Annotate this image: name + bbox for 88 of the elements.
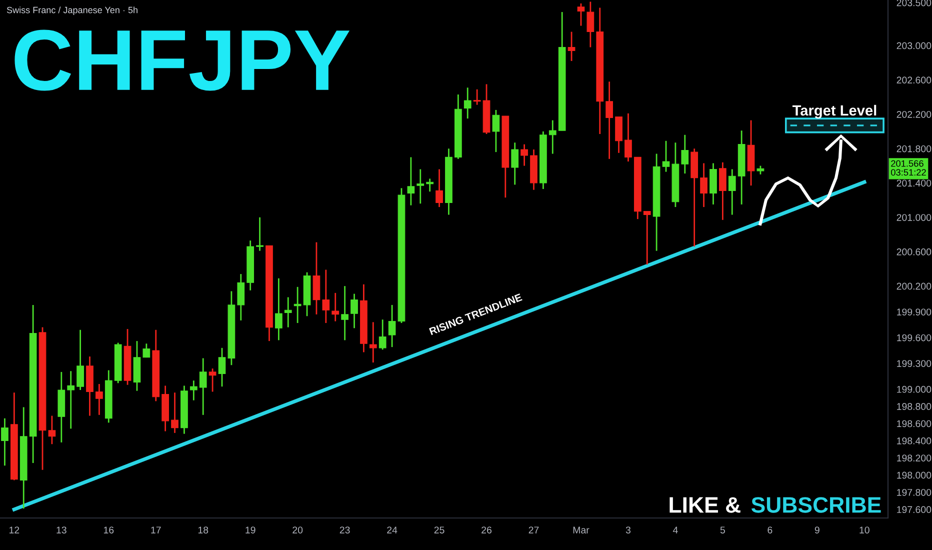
x-tick-label: 19 (246, 526, 256, 534)
candlestick (208, 368, 216, 392)
annotation: 201.566 03:51:22 (891, 160, 926, 176)
candlestick (341, 285, 348, 341)
candlestick (96, 383, 103, 416)
candlestick (1, 418, 8, 466)
candlestick (294, 286, 302, 324)
x-tick-label: 25 (434, 526, 444, 534)
x-tick-label: 17 (151, 526, 161, 534)
candlestick (218, 347, 226, 388)
candlestick (586, 1, 594, 48)
candlestick (142, 342, 150, 358)
candlestick (728, 168, 736, 216)
candlestick (388, 304, 396, 348)
x-tick-label: 20 (292, 526, 303, 534)
candlestick (577, 2, 585, 26)
candlestick (256, 216, 264, 252)
y-tick-label: 199.600 (897, 334, 932, 342)
annotation: SUBSCRIBE (751, 497, 881, 513)
candlestick (378, 318, 386, 350)
y-tick-label: 198.800 (897, 403, 932, 410)
candlestick (548, 120, 556, 154)
candlestick (190, 380, 198, 402)
y-tick-label: 197.800 (897, 488, 932, 496)
candlestick (643, 210, 651, 266)
candlestick (284, 296, 292, 328)
candlestick (426, 178, 434, 192)
candlestick (416, 168, 424, 204)
candlestick (67, 370, 75, 430)
text: Swiss Franc / Japanese Yen · 5h (6, 6, 138, 16)
candlestick (350, 293, 358, 329)
y-tick-label: 200.600 (896, 248, 932, 256)
x-tick-label: 23 (340, 526, 350, 534)
candlestick (681, 134, 689, 174)
y-tick-label: 199.000 (897, 386, 932, 393)
candlestick (662, 140, 670, 173)
y-tick-label: 197.600 (897, 506, 932, 514)
x-tick-label: 10 (860, 526, 870, 534)
y-tick-label: 198.400 (897, 437, 932, 444)
candlestick (511, 142, 519, 186)
x-tick-label: 9 (814, 526, 820, 534)
y-tick-label: 202.600 (896, 76, 932, 84)
y-tick-label: 199.900 (897, 308, 932, 316)
candlestick (464, 86, 472, 120)
chart-title: CHFJPY (14, 30, 350, 91)
candlestick (369, 321, 377, 364)
y-tick-label: 199.300 (897, 360, 932, 367)
candlestick (606, 80, 613, 160)
x-tick-label: 6 (768, 526, 772, 534)
y-tick-label: 198.600 (897, 420, 932, 428)
candlestick (473, 88, 481, 106)
candlestick (76, 329, 84, 391)
x-tick-label: 16 (104, 526, 114, 534)
x-tick-label: 4 (672, 526, 678, 534)
y-tick-label: 200.200 (896, 282, 932, 290)
x-tick-label: 3 (626, 526, 630, 534)
candlestick (48, 415, 56, 445)
y-tick-label: 198.200 (897, 454, 932, 462)
y-tick-label: 202.200 (896, 110, 932, 118)
candlestick (332, 292, 340, 322)
x-tick-label: 18 (198, 526, 208, 534)
candlestick (275, 278, 282, 341)
band-label: Target Level (792, 104, 876, 119)
candlestick (199, 358, 207, 416)
x-tick-label: 26 (482, 526, 492, 534)
candlestick (322, 269, 330, 324)
x-tick-label: Mar (573, 526, 590, 534)
annotation: LIKE & (670, 497, 740, 513)
candlestick (568, 31, 576, 62)
candlestick (700, 162, 708, 208)
x-tick-label: 27 (528, 526, 539, 534)
candlestick (171, 392, 178, 434)
candlestick (237, 273, 245, 322)
x-tick-label: 13 (56, 526, 66, 534)
x-tick-label: 24 (387, 526, 398, 534)
candlestick (407, 156, 415, 206)
y-tick-label: 203.000 (896, 42, 932, 50)
y-tick-label: 201.800 (896, 145, 932, 152)
y-tick-label: 201.400 (896, 180, 932, 187)
candlestick (719, 162, 726, 221)
x-tick-label: 5 (720, 526, 725, 534)
candlestick (436, 168, 443, 208)
y-tick-label: 198.000 (897, 472, 932, 479)
candlestick (624, 112, 632, 162)
candlestick (520, 144, 528, 166)
y-tick-label: 201.000 (896, 214, 932, 221)
candlestick (492, 109, 500, 153)
x-tick-label: 12 (10, 526, 20, 534)
